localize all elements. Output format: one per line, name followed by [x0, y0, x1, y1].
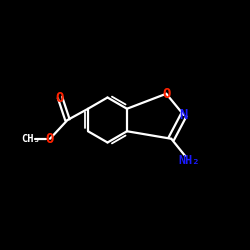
Text: CH₃: CH₃: [21, 134, 40, 144]
Text: N: N: [180, 108, 188, 122]
Text: NH₂: NH₂: [179, 154, 200, 166]
Text: O: O: [162, 87, 170, 101]
Text: O: O: [56, 90, 64, 104]
Text: O: O: [46, 132, 54, 146]
